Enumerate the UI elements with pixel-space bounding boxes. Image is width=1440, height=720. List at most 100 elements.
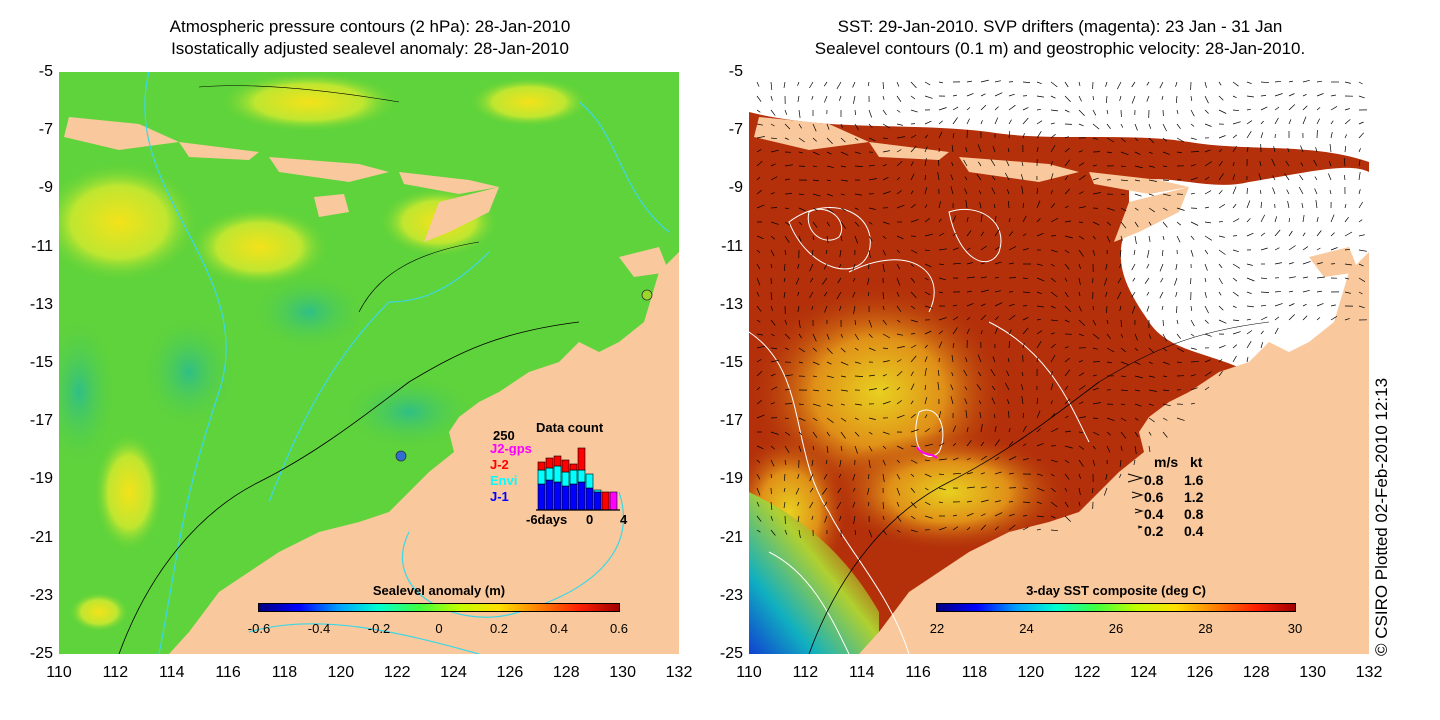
velocity-arrow xyxy=(1358,277,1366,282)
left-y-tick-label: -23 xyxy=(29,586,53,604)
velocity-arrow xyxy=(868,347,876,352)
velocity-arrow xyxy=(783,473,786,482)
inset-legend-envi: Envi xyxy=(490,473,518,488)
velocity-arrow xyxy=(868,529,873,538)
velocity-arrow xyxy=(1007,148,1010,153)
velocity-arrow xyxy=(910,219,919,223)
velocity-arrow xyxy=(1274,316,1280,321)
velocity-arrow xyxy=(1078,459,1084,467)
velocity-arrow xyxy=(784,459,787,465)
velocity-arrow xyxy=(1218,135,1226,139)
velocity-arrow xyxy=(1260,232,1266,237)
velocity-arrow xyxy=(1344,119,1351,125)
velocity-arrow xyxy=(1092,333,1100,340)
velocity-arrow xyxy=(952,327,958,335)
velocity-arrow xyxy=(924,249,930,252)
velocity-arrow xyxy=(1204,161,1212,167)
left-y-tick-label: -19 xyxy=(29,470,53,488)
velocity-arrow xyxy=(1050,173,1054,181)
velocity-arrow xyxy=(966,262,973,265)
velocity-arrow xyxy=(1078,416,1086,419)
velocity-arrow xyxy=(854,445,858,454)
velocity-arrow xyxy=(1146,81,1150,86)
velocity-arrow xyxy=(1022,133,1025,139)
velocity-arrow xyxy=(1078,372,1085,377)
velocity-arrow xyxy=(1190,360,1200,363)
velocity-arrow xyxy=(868,431,873,435)
velocity-arrow xyxy=(1022,501,1031,503)
velocity-arrow xyxy=(784,164,793,167)
velocity-arrow xyxy=(1174,277,1178,286)
velocity-arrow xyxy=(809,501,814,509)
velocity-arrow xyxy=(812,375,817,378)
velocity-arrow xyxy=(824,95,828,103)
velocity-arrow xyxy=(910,319,918,323)
velocity-arrow xyxy=(980,455,987,461)
velocity-arrow xyxy=(1022,248,1029,251)
velocity-arrow xyxy=(1260,214,1266,223)
right-x-tick-label: 118 xyxy=(961,664,988,681)
colorbar-tick-label: 24 xyxy=(1019,621,1034,636)
velocity-arrow xyxy=(1232,203,1237,209)
velocity-arrow xyxy=(1120,389,1129,392)
velocity-arrow xyxy=(812,333,817,342)
velocity-arrow xyxy=(980,93,986,97)
velocity-arrow xyxy=(1162,389,1170,391)
velocity-arrow xyxy=(840,333,843,338)
velocity-arrow xyxy=(1036,120,1043,125)
velocity-arrow xyxy=(1078,431,1083,434)
velocity-arrow xyxy=(1064,147,1070,153)
velocity-arrow xyxy=(1314,176,1318,181)
velocity-arrow xyxy=(991,385,996,391)
velocity-arrow xyxy=(1036,200,1041,209)
velocity-arrow xyxy=(1162,375,1168,377)
velocity-arrow xyxy=(1134,403,1142,407)
velocity-arrow xyxy=(964,188,968,195)
velocity-arrow xyxy=(1092,95,1094,101)
velocity-arrow xyxy=(910,459,918,464)
velocity-arrow xyxy=(1162,193,1171,197)
velocity-arrow xyxy=(1162,417,1168,421)
velocity-arrow xyxy=(1204,263,1208,271)
velocity-arrow xyxy=(1092,192,1101,195)
velocity-arrow xyxy=(784,193,793,195)
velocity-arrow xyxy=(1020,174,1024,181)
velocity-arrow xyxy=(994,471,1002,475)
velocity-arrow xyxy=(812,221,818,228)
velocity-arrow xyxy=(1103,487,1108,496)
velocity-arrow xyxy=(950,174,954,181)
velocity-arrow xyxy=(938,458,947,461)
velocity-arrow xyxy=(852,487,856,492)
velocity-arrow xyxy=(1106,207,1115,211)
right-x-tick-label: 120 xyxy=(1017,664,1045,681)
velocity-arrow xyxy=(1316,230,1322,237)
velocity-arrow xyxy=(882,319,887,326)
velocity-arrow xyxy=(1274,80,1282,83)
velocity-arrow xyxy=(1288,218,1291,223)
velocity-arrow xyxy=(1190,164,1196,167)
velocity-arrow xyxy=(1344,216,1349,223)
velocity-arrow xyxy=(966,107,971,111)
velocity-arrow xyxy=(980,424,983,433)
velocity-arrow xyxy=(1175,291,1178,297)
velocity-arrow xyxy=(783,291,786,298)
velocity-arrow xyxy=(1064,205,1069,209)
velocity-arrow xyxy=(978,371,982,377)
velocity-arrow xyxy=(770,347,778,349)
velocity-arrow xyxy=(1288,80,1293,83)
velocity-arrow xyxy=(811,515,814,520)
velocity-arrow xyxy=(966,93,974,97)
velocity-arrow xyxy=(1131,95,1136,104)
velocity-arrow xyxy=(1246,95,1254,98)
velocity-arrow xyxy=(809,291,814,299)
velocity-arrow xyxy=(1064,188,1071,195)
velocity-arrow xyxy=(1106,305,1108,314)
velocity-arrow xyxy=(1050,332,1055,335)
velocity-arrow xyxy=(1092,319,1097,326)
velocity-arrow xyxy=(1050,190,1053,195)
velocity-arrow xyxy=(990,159,996,167)
velocity-arrow xyxy=(798,361,803,364)
velocity-arrow xyxy=(770,221,779,225)
velocity-arrow xyxy=(784,431,791,436)
right-x-tick-label: 110 xyxy=(736,664,762,681)
